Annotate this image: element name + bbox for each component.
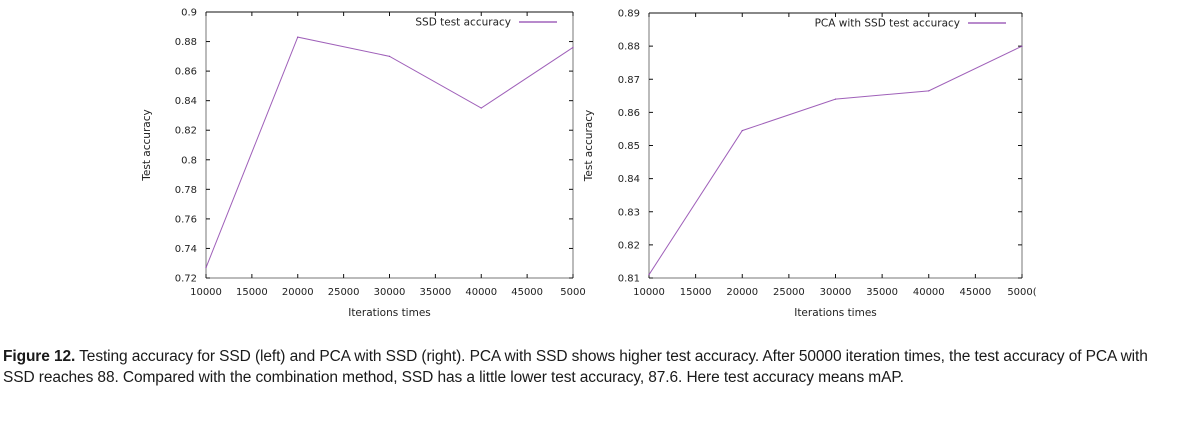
y-tick-label: 0.76	[175, 214, 197, 225]
x-tick-label: 5000	[560, 287, 585, 298]
series-line	[648, 45, 1023, 275]
series-line	[205, 36, 574, 268]
x-tick-label: 30000	[374, 287, 406, 298]
y-tick-label: 0.8	[181, 155, 197, 166]
x-axis-title: Iterations times	[348, 307, 431, 319]
y-tick-label: 0.78	[175, 185, 197, 196]
caption-text: Testing accuracy for SSD (left) and PCA …	[3, 348, 1148, 386]
x-tick-label: 35000	[866, 287, 898, 298]
data-point	[297, 36, 299, 38]
x-tick-label: 20000	[282, 287, 314, 298]
data-point	[648, 274, 650, 276]
data-point	[741, 129, 743, 132]
y-tick-label: 0.81	[618, 274, 640, 285]
y-tick-label: 0.84	[175, 96, 197, 107]
x-tick-label: 10000	[190, 287, 222, 298]
x-tick-label: 5000(	[1007, 287, 1036, 298]
y-tick-label: 0.85	[618, 141, 640, 152]
x-tick-label: 10000	[633, 287, 665, 298]
y-tick-label: 0.9	[181, 8, 197, 19]
data-point	[1021, 45, 1023, 47]
x-axis-title: Iterations times	[794, 307, 877, 319]
y-tick-label: 0.82	[618, 240, 640, 251]
x-tick-label: 40000	[913, 287, 945, 298]
y-tick-label: 0.74	[175, 244, 197, 255]
y-axis-title: Test accuracy	[583, 110, 595, 182]
x-tick-label: 30000	[820, 287, 852, 298]
data-point	[572, 46, 574, 49]
x-tick-label: 45000	[959, 287, 991, 298]
legend-label: PCA with SSD test accuracy	[815, 18, 960, 30]
y-tick-label: 0.72	[175, 274, 197, 285]
x-tick-label: 40000	[465, 287, 497, 298]
legend-label: SSD test accuracy	[415, 17, 511, 29]
data-point	[205, 267, 207, 269]
x-tick-label: 45000	[511, 287, 543, 298]
chart-ssd-accuracy: 0.72 0.74 0.76 0.78 0.8 0.82 0.84 0.86 0.88 0.9 10…	[141, 8, 586, 320]
y-tick-label: 0.86	[175, 67, 197, 78]
y-tick-label: 0.83	[618, 207, 640, 218]
y-tick-label: 0.88	[618, 42, 640, 53]
y-tick-label: 0.82	[175, 126, 197, 137]
y-tick-label: 0.87	[618, 75, 640, 86]
y-tick-label: 0.89	[618, 9, 640, 20]
x-tick-label: 15000	[236, 287, 268, 298]
data-point	[928, 90, 930, 92]
x-tick-label: 15000	[680, 287, 712, 298]
data-point	[480, 107, 482, 109]
figure-canvas: 0.72 0.74 0.76 0.78 0.8 0.82 0.84 0.86 0.88 0.9 10…	[141, 8, 1037, 320]
x-tick-label: 25000	[773, 287, 805, 298]
y-tick-label: 0.86	[618, 108, 640, 119]
chart-pca-ssd-accuracy: 0.81 0.82 0.83 0.84 0.85 0.86 0.87 0.88 0.89 1000…	[583, 9, 1037, 320]
caption-label: Figure 12.	[3, 348, 76, 365]
data-point	[388, 55, 391, 57]
x-tick-label: 20000	[726, 287, 758, 298]
data-point	[834, 98, 837, 100]
figure-caption: Figure 12. Testing accuracy for SSD (lef…	[3, 346, 1178, 388]
y-axis-title: Test accuracy	[141, 109, 153, 181]
x-tick-label: 35000	[419, 287, 451, 298]
y-tick-label: 0.84	[618, 174, 640, 185]
x-tick-label: 25000	[328, 287, 360, 298]
y-tick-label: 0.88	[175, 37, 197, 48]
